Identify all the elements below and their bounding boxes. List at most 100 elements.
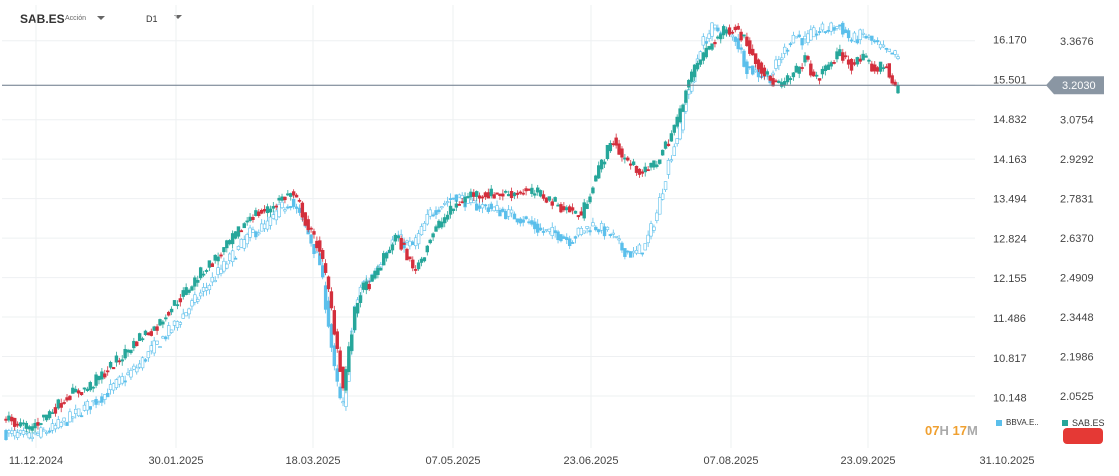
bbva-candle bbox=[585, 226, 589, 229]
symbol-dropdown-icon[interactable] bbox=[97, 16, 105, 20]
sab-candle bbox=[640, 171, 645, 174]
bbva-candle bbox=[751, 65, 755, 75]
sab-candle bbox=[33, 422, 37, 429]
sab-candle bbox=[547, 196, 552, 201]
sab-candle bbox=[832, 62, 836, 64]
bbva-candle bbox=[146, 351, 151, 359]
bbva-candle bbox=[161, 336, 165, 339]
bbva-candle bbox=[201, 287, 206, 292]
sab-candle bbox=[175, 304, 180, 307]
timeframe-dropdown-icon[interactable] bbox=[174, 15, 182, 19]
bbva-candle bbox=[666, 160, 671, 175]
bbva-candle bbox=[178, 322, 183, 325]
bbva-candle bbox=[242, 239, 246, 249]
bbva-candle bbox=[68, 411, 72, 423]
sab-candle bbox=[501, 193, 505, 197]
sab-candle bbox=[765, 71, 769, 75]
sab-candle bbox=[469, 191, 473, 197]
x-tick-label: 11.12.2024 bbox=[9, 455, 63, 467]
sab-candle bbox=[184, 287, 188, 295]
sab-candle bbox=[443, 217, 447, 224]
bbva-candle bbox=[411, 241, 415, 246]
bbva-candle bbox=[594, 226, 598, 231]
symbol-label[interactable]: SAB.ES bbox=[20, 12, 65, 26]
bbva-candle bbox=[335, 368, 339, 382]
sab-candle bbox=[506, 194, 511, 197]
bbva-candle bbox=[289, 206, 293, 208]
bbva-candle bbox=[640, 252, 645, 255]
sab-candle bbox=[413, 269, 418, 271]
bbva-candle bbox=[164, 336, 168, 340]
sab-candle bbox=[399, 237, 403, 250]
bbva-candle bbox=[265, 220, 270, 230]
bbva-candle bbox=[739, 47, 743, 50]
sab-candle bbox=[361, 282, 366, 290]
bbva-candle bbox=[713, 24, 717, 29]
bbva-candle bbox=[207, 285, 212, 291]
legend-item-bbva[interactable]: BBVA.E.. bbox=[996, 418, 1039, 427]
bbva-candle bbox=[169, 329, 174, 333]
sab-candle bbox=[204, 270, 209, 272]
bbva-candle bbox=[518, 218, 522, 224]
sab-candle bbox=[634, 165, 639, 173]
bbva-candle bbox=[573, 236, 578, 239]
sab-candle bbox=[94, 374, 98, 386]
bbva-candle bbox=[698, 51, 703, 60]
sab-candle bbox=[666, 143, 671, 147]
x-tick-label: 07.05.2025 bbox=[425, 455, 480, 467]
current-price-label: 3.2030 bbox=[1062, 80, 1096, 92]
current-price-tag bbox=[1046, 76, 1104, 95]
legend-color-indicator[interactable] bbox=[1063, 428, 1103, 444]
timeframe-label[interactable]: D1 bbox=[146, 14, 158, 24]
bbva-candle bbox=[158, 346, 162, 348]
bbva-candle bbox=[448, 198, 453, 200]
sab-candle bbox=[858, 58, 862, 62]
bbva-candle bbox=[742, 50, 746, 67]
sab-candle bbox=[812, 71, 816, 77]
bbva-candle bbox=[512, 213, 517, 220]
sab-candle bbox=[30, 426, 34, 431]
sab-candle bbox=[791, 72, 796, 78]
bbva-candle bbox=[233, 257, 238, 260]
bbva-candle bbox=[10, 430, 14, 434]
sab-candle bbox=[193, 277, 197, 287]
sab-candle bbox=[341, 366, 345, 389]
bbva-candle bbox=[797, 34, 801, 38]
sab-candle bbox=[213, 254, 217, 261]
sab-candle bbox=[167, 311, 171, 316]
bbva-candle bbox=[431, 214, 435, 217]
sab-candle bbox=[509, 191, 514, 198]
sab-candle bbox=[254, 210, 258, 216]
sab-candle bbox=[466, 196, 470, 198]
sab-candle bbox=[855, 57, 860, 65]
bbva-candle bbox=[129, 369, 133, 378]
legend-item-sab[interactable]: SAB.ES bbox=[1062, 418, 1105, 428]
sab-candle bbox=[873, 64, 877, 72]
bbva-candle bbox=[210, 276, 214, 283]
bbva-candle bbox=[536, 223, 540, 233]
sab-candle bbox=[849, 58, 854, 71]
bbva-candle bbox=[501, 208, 505, 212]
bbva-candle bbox=[65, 422, 69, 426]
sab-candle bbox=[611, 143, 615, 146]
bbva-candle bbox=[794, 36, 799, 39]
sab-candle bbox=[844, 55, 848, 58]
sab-candle bbox=[739, 31, 743, 41]
left-axis-tick-label: 13.494 bbox=[993, 194, 1027, 206]
bbva-candle bbox=[896, 56, 900, 60]
sab-candle bbox=[428, 239, 432, 244]
bbva-candle bbox=[846, 30, 851, 39]
bbva-candle bbox=[445, 201, 450, 204]
bbva-candle bbox=[79, 415, 84, 418]
sab-candle bbox=[370, 274, 374, 282]
sab-candle bbox=[114, 355, 119, 363]
bbva-candle bbox=[780, 57, 784, 60]
sab-candle bbox=[169, 308, 174, 313]
bbva-candle bbox=[524, 216, 528, 219]
sab-candle bbox=[809, 63, 813, 76]
sab-candle bbox=[123, 349, 127, 359]
x-tick-label: 18.03.2025 bbox=[285, 455, 340, 467]
left-axis-tick-label: 10.148 bbox=[993, 393, 1027, 405]
bbva-candle bbox=[82, 404, 87, 411]
